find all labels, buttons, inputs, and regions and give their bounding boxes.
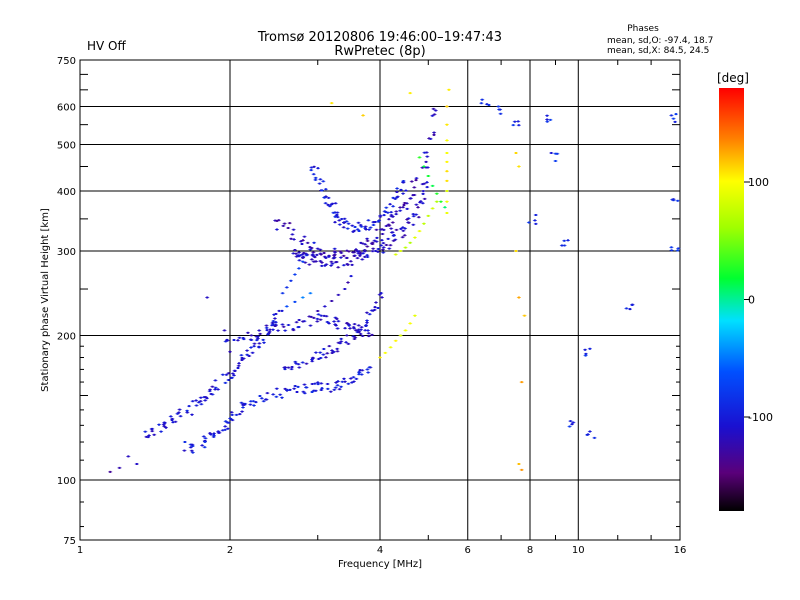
phase-stats-x: mean, sd,X: 84.5, 24.5 (607, 46, 709, 56)
colorbar-tick-label: -100 (748, 411, 773, 424)
colorbar-tick-label: 0 (748, 294, 755, 307)
x-tick-label: 6 (465, 545, 471, 556)
chart-subtitle: RwPretec (8p) (334, 44, 425, 59)
phase-stats-o: mean, sd,O: -97.4, 18.7 (607, 36, 713, 46)
x-tick-label: 2 (227, 545, 233, 556)
phase-stats-title: Phases (627, 24, 659, 34)
y-tick-label: 500 (57, 141, 76, 152)
x-tick-label: 10 (572, 545, 585, 556)
hv-status: HV Off (87, 39, 126, 53)
x-tick-label: 1 (77, 545, 83, 556)
y-tick-label: 750 (57, 56, 76, 67)
phase-colorbar (719, 88, 744, 511)
y-axis-label: Stationary phase Virtual Height [km] (40, 208, 51, 392)
chart-title: Tromsø 20120806 19:46:00–19:47:43 (257, 30, 502, 45)
y-tick-label: 100 (57, 476, 76, 487)
x-tick-label: 8 (527, 545, 533, 556)
x-axis-label: Frequency [MHz] (338, 559, 422, 570)
axis-ticks: 1 2 4 6 8 10 16 75 100 200 300 400 500 600 750 (57, 56, 686, 556)
x-tick-label: 4 (377, 545, 383, 556)
colorbar-ticks: 100 0 -100 (744, 176, 773, 424)
plot-grid (80, 60, 680, 540)
y-tick-label: 300 (57, 247, 76, 258)
colorbar-label: [deg] (717, 71, 749, 85)
colorbar-tick-label: 100 (748, 176, 769, 189)
y-tick-label: 75 (63, 536, 76, 547)
y-tick-label: 400 (57, 187, 76, 198)
x-tick-label: 16 (674, 545, 687, 556)
echo-points (108, 88, 681, 473)
y-tick-label: 600 (57, 103, 76, 114)
y-tick-label: 200 (57, 332, 76, 343)
